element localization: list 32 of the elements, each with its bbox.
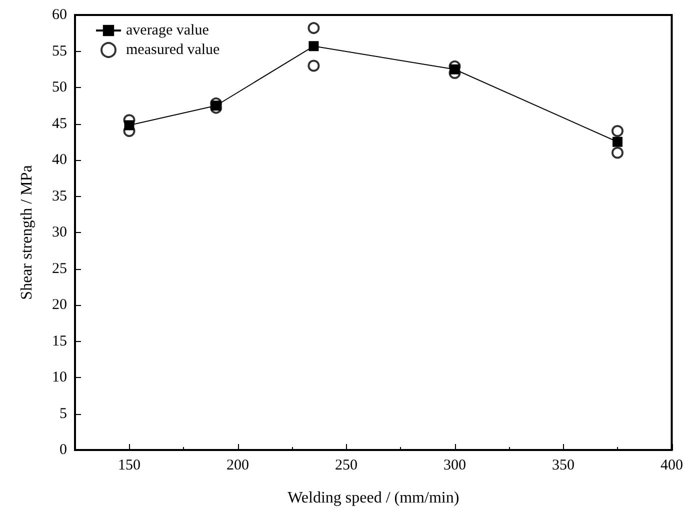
y-tick-label: 45 [52, 116, 67, 132]
point [308, 60, 320, 72]
y-tick-label: 15 [52, 333, 67, 350]
x-axis-title: Welding speed / (mm/min) [288, 490, 460, 506]
legend-label: measured value [126, 42, 220, 58]
x-tick-label: 250 [335, 458, 358, 474]
legend-label: average value [126, 22, 210, 38]
point [308, 41, 319, 52]
y-tick-label: 25 [52, 260, 67, 277]
x-tick-label: 150 [118, 458, 140, 474]
point [124, 120, 134, 130]
x-tick-label: 300 [444, 458, 466, 474]
y-axis-title: Shear strength / MPa [18, 165, 36, 300]
point [308, 22, 320, 34]
y-tick-label: 5 [60, 406, 67, 422]
y-tick-label: 30 [52, 224, 67, 240]
y-tick-label: 20 [52, 297, 67, 313]
y-tick-label: 50 [52, 80, 67, 96]
y-tick-label: 55 [52, 43, 67, 60]
y-tick-label: 40 [52, 152, 67, 168]
point [450, 64, 460, 74]
y-tick-label: 0 [60, 442, 67, 458]
x-tick-label: 350 [552, 458, 574, 474]
y-tick-label: 35 [52, 188, 67, 204]
y-tick-label: 60 [52, 7, 67, 23]
y-tick-label: 10 [52, 370, 67, 386]
point [211, 100, 222, 111]
x-tick-label: 400 [660, 458, 683, 474]
point [612, 136, 622, 147]
x-tick-label: 200 [226, 458, 249, 474]
point [612, 125, 624, 137]
point [612, 146, 624, 159]
